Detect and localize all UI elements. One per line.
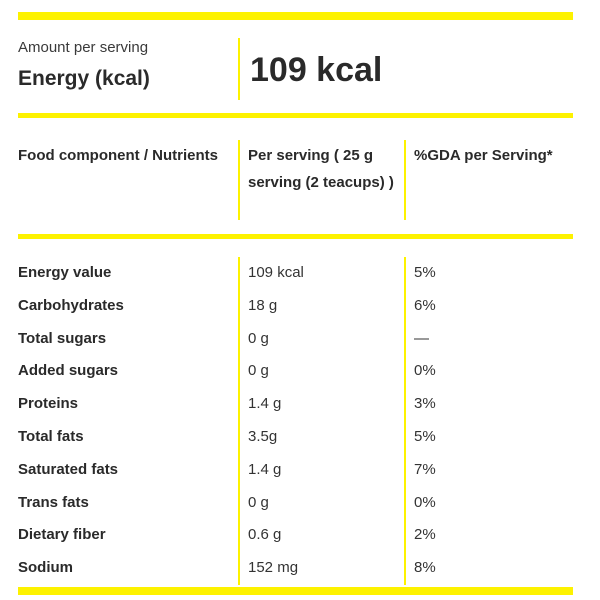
nutrient-name: Added sugars bbox=[18, 362, 119, 380]
nutrient-name: Saturated fats bbox=[18, 460, 119, 478]
per-serving-value: 0.6 g bbox=[248, 526, 282, 544]
table-row: Trans fats 0 g 0% bbox=[18, 487, 573, 520]
per-serving-value: 3.5g bbox=[248, 427, 278, 445]
nutrient-name: Sodium bbox=[18, 559, 73, 577]
nutrient-name: Proteins bbox=[18, 395, 79, 413]
table-row: Total sugars 0 g — bbox=[18, 323, 573, 356]
per-serving-value: 0 g bbox=[248, 362, 269, 380]
energy-summary-labels: Amount per serving Energy (kcal) bbox=[18, 38, 236, 92]
energy-kcal-label: Energy (kcal) bbox=[18, 67, 150, 90]
nutrient-name: Total fats bbox=[18, 427, 84, 445]
per-serving-value: 109 kcal bbox=[248, 264, 304, 281]
gda-value: — bbox=[414, 329, 429, 347]
gda-value: 6% bbox=[414, 296, 436, 314]
nutrient-rows: Energy value 109 kcal 5% Carbohydrates 1… bbox=[18, 257, 573, 585]
header-gda: %GDA per Serving* bbox=[414, 147, 553, 164]
gda-value: 2% bbox=[414, 526, 436, 544]
table-row: Saturated fats 1.4 g 7% bbox=[18, 454, 573, 487]
nutrient-name: Trans fats bbox=[18, 493, 89, 511]
per-serving-value: 1.4 g bbox=[248, 395, 282, 413]
gda-value: 0% bbox=[414, 362, 436, 380]
table-header: Food component / Nutrients Per serving (… bbox=[18, 118, 573, 234]
section-divider bbox=[18, 234, 573, 239]
gda-value: 8% bbox=[414, 559, 436, 577]
table-row: Energy value 109 kcal 5% bbox=[18, 257, 573, 290]
gda-value: 3% bbox=[414, 395, 436, 413]
column-divider bbox=[404, 257, 406, 585]
per-serving-value: 0 g bbox=[248, 329, 269, 347]
per-serving-value: 18 g bbox=[248, 296, 278, 314]
column-divider bbox=[238, 257, 240, 585]
nutrient-table-body: Energy value 109 kcal 5% Carbohydrates 1… bbox=[18, 239, 573, 587]
per-serving-value: 152 mg bbox=[248, 559, 299, 577]
column-divider bbox=[238, 38, 240, 100]
table-row: Dietary fiber 0.6 g 2% bbox=[18, 519, 573, 552]
section-divider bbox=[18, 113, 573, 118]
nutrient-name: Dietary fiber bbox=[18, 526, 106, 544]
header-per-serving: Per serving ( 25 g serving (2 teacups) ) bbox=[248, 147, 394, 191]
nutrient-name: Total sugars bbox=[18, 329, 107, 347]
table-row: Total fats 3.5g 5% bbox=[18, 421, 573, 454]
nutrition-facts-panel: Amount per serving Energy (kcal) 109 kca… bbox=[18, 12, 573, 595]
table-row: Sodium 152 mg 8% bbox=[18, 552, 573, 585]
column-divider bbox=[404, 140, 406, 220]
per-serving-value: 1.4 g bbox=[248, 460, 282, 478]
per-serving-value: 0 g bbox=[248, 493, 269, 511]
gda-value: 5% bbox=[414, 427, 436, 445]
table-row: Proteins 1.4 g 3% bbox=[18, 388, 573, 421]
column-divider bbox=[238, 140, 240, 220]
table-row: Carbohydrates 18 g 6% bbox=[18, 290, 573, 323]
nutrient-name: Energy value bbox=[18, 264, 112, 281]
nutrient-name: Carbohydrates bbox=[18, 296, 124, 314]
energy-summary: Amount per serving Energy (kcal) 109 kca… bbox=[18, 20, 573, 113]
table-row: Added sugars 0 g 0% bbox=[18, 355, 573, 388]
top-border-bar bbox=[18, 12, 573, 20]
amount-per-serving-label: Amount per serving bbox=[18, 39, 149, 56]
header-food-component: Food component / Nutrients bbox=[18, 147, 218, 164]
gda-value: 0% bbox=[414, 493, 436, 511]
gda-value: 5% bbox=[414, 264, 436, 281]
energy-value-large: 109 kcal bbox=[250, 51, 383, 89]
gda-value: 7% bbox=[414, 460, 436, 478]
bottom-border-bar bbox=[18, 587, 573, 595]
